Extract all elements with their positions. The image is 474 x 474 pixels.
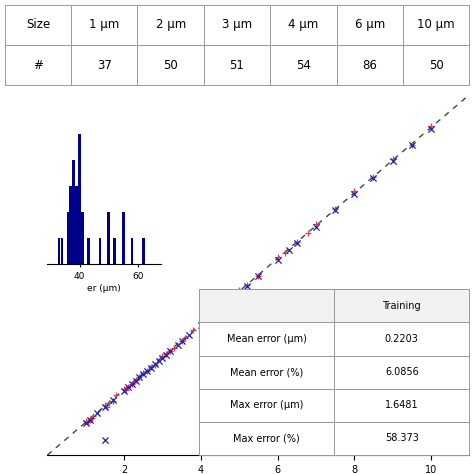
Point (93, 410, 101, 417)
Point (143, 367, 151, 374)
Point (174, 341, 182, 348)
Point (139, 369, 147, 376)
Point (128, 380, 136, 387)
Point (132, 376, 139, 384)
Point (120, 387, 128, 394)
Point (201, 318, 209, 326)
Point (151, 361, 159, 368)
Point (389, 157, 396, 165)
Point (243, 282, 251, 290)
Point (86, 416, 93, 423)
Point (370, 173, 377, 181)
Point (331, 207, 339, 214)
Point (304, 229, 312, 237)
Point (205, 315, 212, 322)
Point (103, 403, 110, 410)
Point (163, 350, 170, 358)
Point (109, 397, 117, 405)
Point (350, 190, 358, 198)
Point (370, 174, 377, 182)
Point (189, 326, 197, 334)
Point (84, 419, 91, 426)
Point (273, 256, 281, 264)
Point (139, 370, 147, 378)
Point (427, 125, 435, 132)
Point (120, 385, 128, 392)
Point (124, 383, 132, 391)
Point (88, 415, 95, 422)
Point (273, 253, 281, 261)
Point (101, 401, 109, 409)
Point (101, 403, 109, 410)
Point (312, 220, 319, 228)
Point (178, 337, 185, 345)
Point (312, 223, 319, 230)
Point (147, 364, 155, 372)
Point (178, 337, 185, 345)
Point (105, 400, 112, 407)
Point (236, 289, 243, 296)
Point (163, 351, 170, 358)
Point (243, 282, 251, 289)
Point (82, 417, 90, 424)
Point (209, 311, 216, 319)
Point (285, 246, 293, 254)
Point (170, 344, 178, 351)
Point (155, 357, 163, 365)
Point (293, 239, 301, 247)
Point (136, 374, 143, 381)
Point (159, 352, 166, 360)
Point (109, 397, 117, 404)
Point (201, 318, 209, 325)
Point (124, 383, 132, 391)
Point (350, 188, 358, 195)
Point (166, 347, 174, 355)
Point (255, 272, 262, 280)
Point (408, 141, 416, 148)
Point (427, 122, 435, 130)
Point (331, 205, 339, 212)
Point (101, 437, 109, 444)
Point (389, 155, 396, 163)
Point (82, 419, 90, 427)
Point (197, 319, 205, 327)
Point (90, 412, 97, 420)
Point (182, 334, 189, 342)
Point (143, 367, 151, 374)
Point (147, 364, 155, 371)
Point (408, 141, 416, 149)
Point (159, 354, 166, 362)
Point (132, 377, 139, 384)
Point (166, 347, 174, 355)
Point (197, 321, 205, 329)
Point (236, 286, 243, 293)
Point (136, 374, 143, 381)
Point (151, 361, 159, 369)
Point (113, 392, 120, 399)
Point (293, 238, 301, 246)
Point (128, 380, 136, 388)
Point (282, 249, 289, 256)
Point (255, 272, 262, 279)
Point (86, 416, 93, 424)
Point (185, 331, 193, 338)
Point (122, 386, 130, 394)
